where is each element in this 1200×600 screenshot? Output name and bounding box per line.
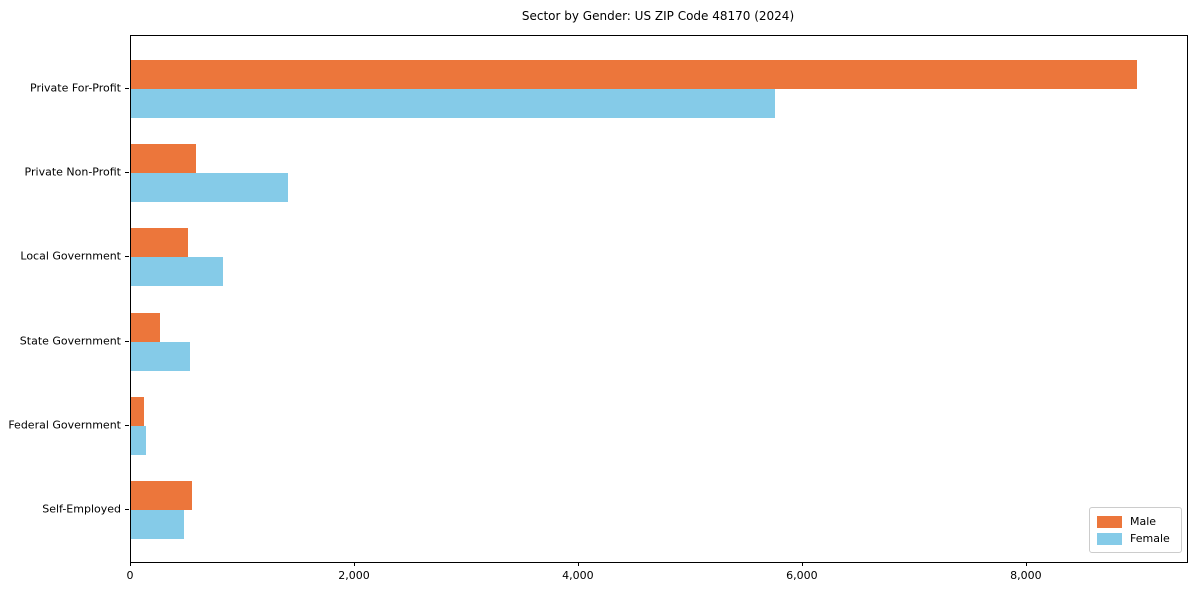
x-axis-tick xyxy=(353,562,355,566)
x-axis-label: 2,000 xyxy=(338,569,370,582)
bar-male-2 xyxy=(131,228,189,258)
bar-male-3 xyxy=(131,312,161,342)
y-axis-tick xyxy=(125,88,129,89)
y-axis-label: Self-Employed xyxy=(42,502,121,516)
bar-female-2 xyxy=(131,257,223,287)
y-axis-label: Private Non-Profit xyxy=(24,165,121,179)
bar-female-4 xyxy=(131,425,146,455)
y-axis-label: State Government xyxy=(19,334,121,348)
bar-female-5 xyxy=(131,510,185,539)
legend-swatch-male xyxy=(1097,515,1122,528)
x-axis-tick xyxy=(801,562,803,566)
x-axis-label: 0 xyxy=(126,569,134,582)
x-axis-tick xyxy=(130,562,131,566)
bar-female-3 xyxy=(131,341,191,371)
y-axis-label: Federal Government xyxy=(8,418,121,432)
legend: Male Female xyxy=(1089,507,1182,553)
legend-swatch-female xyxy=(1097,532,1122,545)
x-axis-label: 4,000 xyxy=(562,569,594,582)
bar-male-1 xyxy=(131,144,196,174)
bar-male-4 xyxy=(131,396,145,426)
y-axis-tick xyxy=(125,340,129,342)
bar-female-1 xyxy=(131,173,288,203)
y-axis-label: Local Government xyxy=(20,249,121,263)
chart-title: Sector by Gender: US ZIP Code 48170 (202… xyxy=(521,9,795,23)
x-axis-label: 6,000 xyxy=(786,569,818,582)
bar-male-0 xyxy=(131,60,1137,89)
legend-label: Female xyxy=(1130,532,1170,545)
plot-area xyxy=(130,35,1188,563)
x-axis-label: 8,000 xyxy=(1010,569,1042,582)
y-axis-tick xyxy=(125,172,129,174)
x-axis-tick xyxy=(577,562,579,566)
x-axis-tick xyxy=(1025,562,1027,566)
y-axis-tick xyxy=(125,424,129,426)
y-axis-tick xyxy=(125,256,129,258)
legend-label: Male xyxy=(1130,515,1157,528)
y-axis-tick xyxy=(125,509,129,510)
bar-female-0 xyxy=(131,89,775,118)
y-axis-label: Private For-Profit xyxy=(30,81,121,95)
bar-male-5 xyxy=(131,481,192,510)
legend-item-female: Female xyxy=(1097,530,1173,547)
legend-item-male: Male xyxy=(1097,513,1173,530)
